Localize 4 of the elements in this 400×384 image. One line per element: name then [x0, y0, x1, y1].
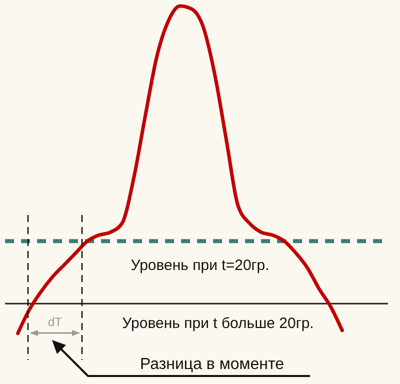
annotation: dT [48, 315, 63, 329]
annotation: Уровень при t больше 20гр. [122, 315, 314, 332]
text: Разница в моменте [140, 356, 284, 373]
annotation: Уровень при t=20гр. [130, 257, 270, 274]
